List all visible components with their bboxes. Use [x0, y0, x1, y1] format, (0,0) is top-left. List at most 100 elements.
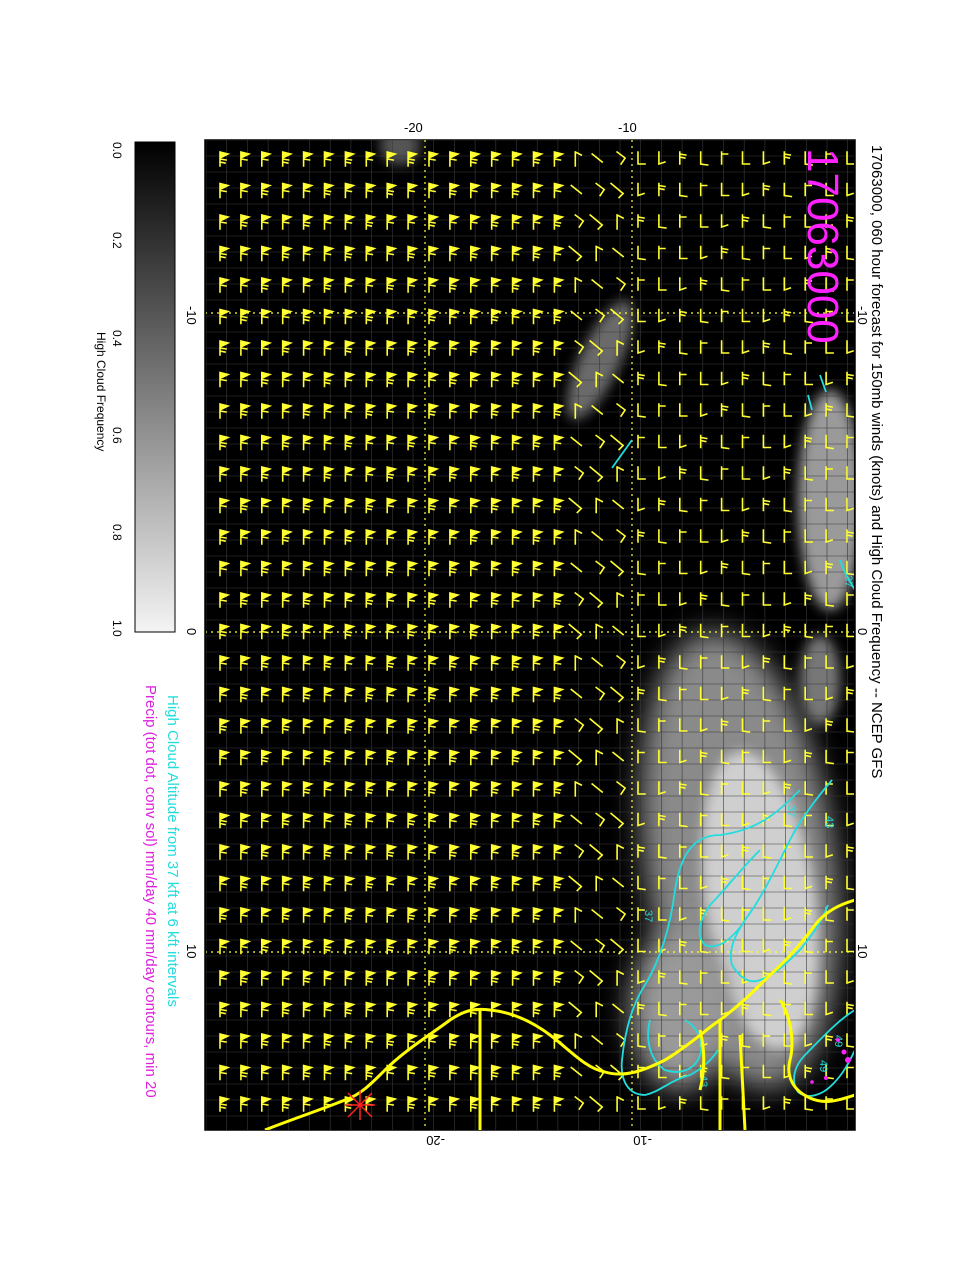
wind-barb	[219, 938, 231, 955]
wind-barb	[804, 655, 812, 669]
wind-barb-shape	[825, 718, 834, 732]
wind-barb	[428, 969, 440, 986]
wind-barb	[511, 308, 523, 325]
wind-barb-shape	[553, 938, 565, 955]
wind-barb	[219, 591, 231, 608]
wind-barb-shape	[553, 465, 565, 482]
wind-barb-shape	[532, 717, 544, 734]
wind-barb-shape	[532, 497, 544, 514]
wind-barb	[574, 780, 583, 797]
wind-barb	[825, 686, 834, 701]
wind-barb	[679, 655, 688, 670]
wind-barb-shape	[386, 749, 398, 766]
wind-barb	[574, 213, 585, 229]
wind-barb-shape	[699, 434, 708, 449]
wind-barb-shape	[846, 1001, 854, 1016]
wind-barb-shape	[825, 844, 834, 859]
contour-label: 49	[817, 1060, 829, 1072]
wind-barb-shape	[302, 906, 314, 923]
wind-barb-shape	[302, 213, 314, 230]
wind-barb	[469, 497, 482, 514]
wind-barb	[260, 560, 273, 577]
wind-barb	[637, 151, 646, 165]
wind-barb-shape	[658, 245, 666, 260]
wind-barb	[637, 182, 646, 197]
wind-barb	[846, 592, 854, 606]
wind-barb-shape	[532, 875, 544, 892]
wind-barb-shape	[490, 528, 502, 545]
wind-barb	[804, 182, 812, 197]
wind-barb	[720, 749, 730, 765]
wind-barb	[741, 182, 750, 197]
wind-barb	[574, 339, 585, 355]
wind-barb-shape	[448, 843, 461, 860]
wind-barb-shape	[407, 812, 419, 829]
wind-barb	[511, 906, 523, 923]
wind-barb	[699, 466, 709, 481]
wind-barb	[570, 1066, 583, 1077]
wind-barb	[553, 402, 565, 419]
wind-barb-shape	[762, 1096, 771, 1111]
wind-barb	[428, 276, 440, 293]
wind-barb-shape	[637, 655, 646, 670]
wind-barb	[825, 592, 835, 607]
wind-barb-shape	[219, 938, 231, 955]
wind-barb-shape	[825, 875, 834, 890]
wind-barb	[365, 812, 377, 829]
wind-barb-shape	[323, 875, 335, 892]
wind-barb	[532, 150, 544, 167]
wind-barb	[281, 497, 293, 514]
wind-barb	[804, 1064, 813, 1079]
wind-barb	[762, 655, 771, 669]
wind-barb	[219, 1064, 231, 1081]
wind-barb-shape	[846, 560, 854, 576]
wind-barb-shape	[720, 245, 729, 260]
wind-barb-shape	[611, 247, 625, 258]
wind-barb	[532, 371, 544, 388]
wind-barb	[323, 623, 335, 640]
wind-barb	[490, 339, 502, 356]
wind-barb	[490, 843, 502, 860]
wind-barb	[846, 529, 854, 543]
wind-barb	[448, 276, 461, 293]
wind-barb-shape	[574, 1095, 585, 1111]
wind-barb-shape	[511, 434, 523, 451]
wind-barb-shape	[825, 938, 833, 953]
wind-barb-shape	[365, 717, 377, 734]
wind-barb-shape	[658, 1001, 667, 1017]
wind-barb	[532, 497, 544, 514]
wind-barb	[511, 969, 523, 986]
wind-barb	[490, 182, 502, 199]
wind-barb-shape	[720, 781, 729, 795]
wind-barb-shape	[281, 591, 293, 608]
wind-barb-shape	[239, 182, 252, 199]
wind-barb-shape	[804, 277, 813, 291]
wind-barb	[344, 434, 356, 451]
wind-barb-shape	[589, 1095, 604, 1113]
wind-barb-shape	[783, 812, 793, 828]
wind-barb-shape	[239, 308, 252, 325]
wind-barb	[323, 591, 335, 608]
wind-barb	[302, 875, 314, 892]
wind-barb-shape	[846, 403, 854, 418]
wind-barb	[574, 906, 583, 923]
wind-barb-shape	[469, 308, 482, 325]
wind-barb-shape	[762, 151, 771, 166]
wind-barb	[825, 308, 833, 323]
wind-barb-shape	[804, 340, 812, 354]
wind-barb-shape	[281, 245, 293, 262]
wind-barb	[407, 623, 419, 640]
wind-barb	[239, 150, 252, 167]
wind-barb-shape	[344, 371, 356, 388]
wind-barb-shape	[239, 843, 252, 860]
wind-barb-shape	[741, 434, 750, 449]
wind-barb	[532, 591, 544, 608]
wind-barb	[637, 245, 646, 261]
wind-barb-shape	[783, 277, 792, 292]
wind-barb	[428, 1001, 440, 1018]
wind-barb-shape	[532, 182, 544, 199]
wind-barb	[741, 497, 750, 512]
wind-barb-shape	[448, 969, 461, 986]
wind-barb-shape	[615, 654, 627, 670]
wind-barb	[553, 465, 565, 482]
